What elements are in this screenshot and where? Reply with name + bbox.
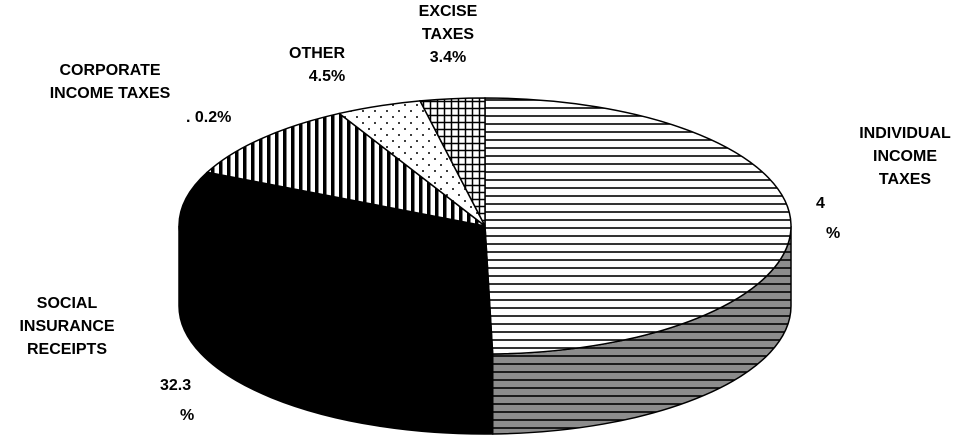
label-other: OTHER 4.5% [272, 42, 362, 88]
corporate-line2: INCOME TAXES [49, 85, 171, 102]
pie-slice-social-insurance-receipts [178, 171, 494, 355]
individual-line1: INDIVIDUAL [859, 125, 951, 142]
social-value-a: 32.3 [160, 377, 192, 394]
individual-value-b: % [826, 225, 841, 242]
pie-slice-corporate-income-taxes [205, 112, 486, 227]
social-value-b: % [180, 407, 195, 424]
corporate-line1: CORPORATE [59, 62, 161, 79]
individual-value-a: 4 [816, 195, 825, 212]
pie-slices [178, 97, 792, 435]
excise-value: 3.4% [429, 49, 467, 66]
excise-line1: EXCISE [418, 3, 478, 20]
social-line3: RECEIPTS [26, 341, 107, 358]
excise-line2: TAXES [421, 26, 475, 43]
individual-line2: INCOME [873, 148, 937, 165]
social-line2: INSURANCE [19, 318, 115, 335]
individual-line3: TAXES [878, 171, 932, 188]
pie-slice-individual-income-taxes [484, 97, 792, 355]
label-social-insurance-receipts: SOCIAL INSURANCE RECEIPTS [2, 292, 132, 361]
label-excise-taxes: EXCISE TAXES 3.4% [398, 0, 498, 69]
label-individual-income-taxes: INDIVIDUAL INCOME TAXES [840, 122, 970, 191]
pie-slice-excise-taxes [418, 97, 486, 227]
corporate-value: . 0.2% [186, 109, 232, 126]
other-line1: OTHER [289, 45, 345, 62]
social-line1: SOCIAL [36, 295, 98, 312]
label-corporate-income-taxes: CORPORATE INCOME TAXES [20, 59, 200, 105]
other-value: 4.5% [308, 68, 346, 85]
